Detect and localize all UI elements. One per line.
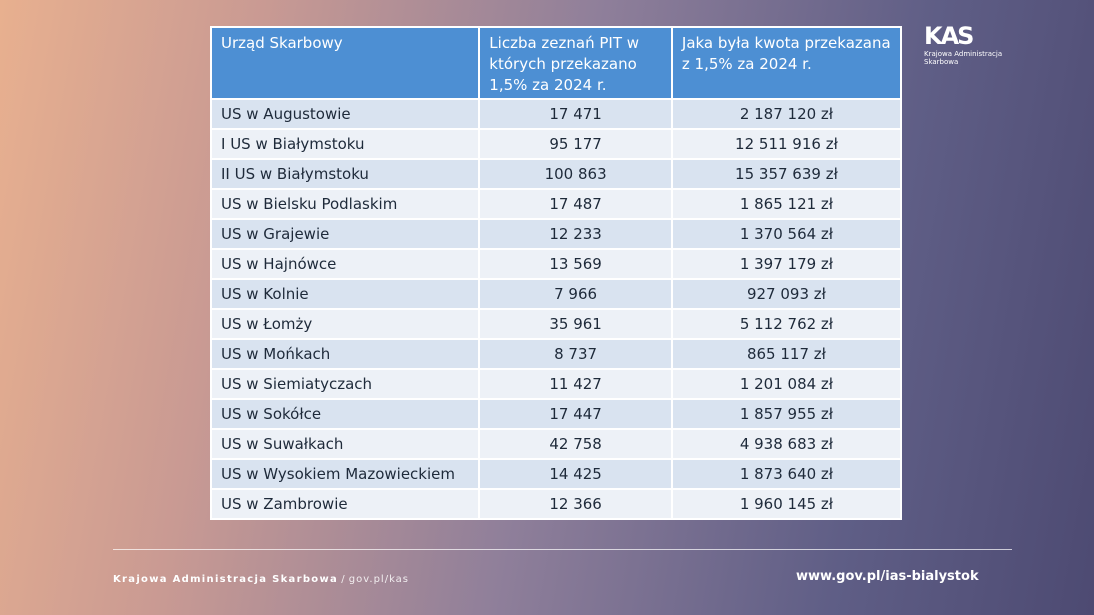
divider [113, 549, 1012, 550]
table-cell: 35 961 [478, 308, 673, 340]
table-row: US w Suwałkach 42 758 4 938 683 zł [209, 428, 903, 460]
table-cell: 17 447 [478, 398, 673, 430]
table-row: US w Kolnie 7 966 927 093 zł [209, 278, 903, 310]
table-cell: 100 863 [478, 158, 673, 190]
table-row: US w Sokółce 17 447 1 857 955 zł [209, 398, 903, 430]
table-cell: II US w Białymstoku [209, 158, 481, 190]
table-row: US w Grajewie 12 233 1 370 564 zł [209, 218, 903, 250]
table-cell: I US w Białymstoku [209, 128, 481, 160]
table-cell: 5 112 762 zł [670, 308, 903, 340]
table-row: US w Siemiatyczach 11 427 1 201 084 zł [209, 368, 903, 400]
table-row: US w Łomży 35 961 5 112 762 zł [209, 308, 903, 340]
table-cell: 1 960 145 zł [670, 488, 903, 520]
table-body: US w Augustowie 17 471 2 187 120 zł I US w … [209, 98, 903, 520]
table-cell: 12 233 [478, 218, 673, 250]
table-cell: US w Suwałkach [209, 428, 481, 460]
table-cell: 7 966 [478, 278, 673, 310]
table-cell: 14 425 [478, 458, 673, 490]
table: Urząd Skarbowy Liczba zeznań PIT w któryc… [209, 26, 903, 520]
table-row: US w Bielsku Podlaskim 17 487 1 865 121 zł [209, 188, 903, 220]
table-cell: 17 487 [478, 188, 673, 220]
table-cell: US w Kolnie [209, 278, 481, 310]
table-row: US w Augustowie 17 471 2 187 120 zł [209, 98, 903, 130]
table-cell: US w Hajnówce [209, 248, 481, 280]
table-cell: US w Wysokiem Mazowieckiem [209, 458, 481, 490]
table-cell: US w Grajewie [209, 218, 481, 250]
table-cell: 865 117 zł [670, 338, 903, 370]
footer-separator: / [341, 574, 346, 585]
table-row: II US w Białymstoku 100 863 15 357 639 zł [209, 158, 903, 190]
table-row: US w Mońkach 8 737 865 117 zł [209, 338, 903, 370]
table-cell: 12 366 [478, 488, 673, 520]
footer-left: Krajowa Administracja Skarbowa / gov.pl/… [113, 574, 409, 585]
logo-text: Skarbowa [924, 58, 959, 66]
table-cell: 13 569 [478, 248, 673, 280]
header-cell: Jaka była kwota przekazana z 1,5% za 202… [670, 26, 903, 100]
footer-brand: Krajowa Administracja Skarbowa [113, 574, 339, 585]
table-row: I US w Białymstoku 95 177 12 511 916 zł [209, 128, 903, 160]
table-cell: US w Łomży [209, 308, 481, 340]
table-cell: 1 370 564 zł [670, 218, 903, 250]
table-cell: 927 093 zł [670, 278, 903, 310]
table-cell: 15 357 639 zł [670, 158, 903, 190]
footer-link[interactable]: gov.pl/kas [348, 574, 410, 585]
logo: KAS Krajowa Administracja Skarbowa [924, 22, 1002, 66]
table-cell: 2 187 120 zł [670, 98, 903, 130]
table-cell: 1 397 179 zł [670, 248, 903, 280]
table-cell: 1 201 084 zł [670, 368, 903, 400]
table-cell: 12 511 916 zł [670, 128, 903, 160]
table-cell: US w Zambrowie [209, 488, 481, 520]
table-cell: US w Bielsku Podlaskim [209, 188, 481, 220]
table-row: US w Wysokiem Mazowieckiem 14 425 1 873 64… [209, 458, 903, 490]
header-row: Urząd Skarbowy Liczba zeznań PIT w któryc… [209, 26, 903, 100]
header-cell: Urząd Skarbowy [209, 26, 481, 100]
table-cell: US w Siemiatyczach [209, 368, 481, 400]
table-cell: 1 857 955 zł [670, 398, 903, 430]
table-cell: 17 471 [478, 98, 673, 130]
table-row: US w Hajnówce 13 569 1 397 179 zł [209, 248, 903, 280]
table-cell: 11 427 [478, 368, 673, 400]
logo-text: Krajowa Administracja [924, 50, 1003, 58]
logo-mark: KAS [924, 22, 974, 50]
table-cell: US w Mońkach [209, 338, 481, 370]
table-cell: 1 873 640 zł [670, 458, 903, 490]
table-cell: 8 737 [478, 338, 673, 370]
table-cell: 4 938 683 zł [670, 428, 903, 460]
table-cell: 1 865 121 zł [670, 188, 903, 220]
header-cell: Liczba zeznań PIT w których przekazano 1… [478, 26, 673, 100]
table-cell: US w Sokółce [209, 398, 481, 430]
table-cell: US w Augustowie [209, 98, 481, 130]
table-cell: 42 758 [478, 428, 673, 460]
table-row: US w Zambrowie 12 366 1 960 145 zł [209, 488, 903, 520]
table-cell: 95 177 [478, 128, 673, 160]
footer-website[interactable]: www.gov.pl/ias-bialystok [796, 569, 979, 584]
